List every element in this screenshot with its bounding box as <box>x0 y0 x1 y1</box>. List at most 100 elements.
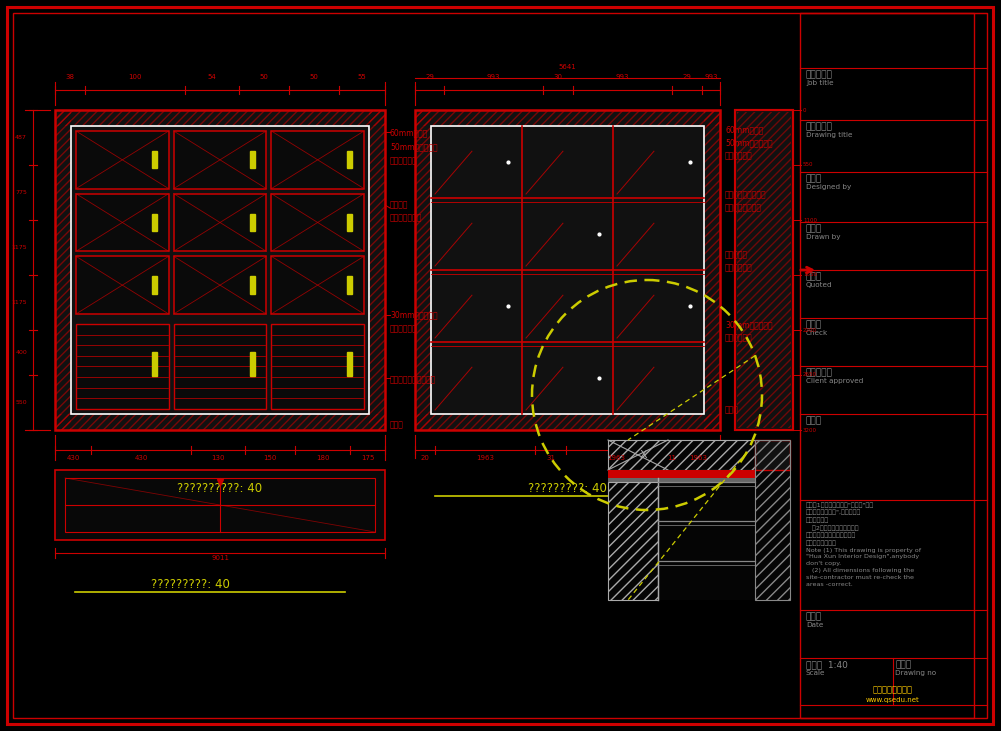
Text: 38: 38 <box>65 74 74 80</box>
Text: 550: 550 <box>803 162 814 167</box>
Text: 超铝水晶帘: 超铝水晶帘 <box>725 250 748 259</box>
Text: 图号：: 图号： <box>895 660 911 669</box>
Text: Designed by: Designed by <box>806 184 851 190</box>
Text: 180: 180 <box>315 455 329 461</box>
Text: 9011: 9011 <box>211 555 229 561</box>
Text: ??????????: 40: ??????????: 40 <box>177 482 262 495</box>
Text: Scale: Scale <box>806 670 826 676</box>
Bar <box>415 110 720 126</box>
Text: 11: 11 <box>667 455 676 461</box>
Text: 29: 29 <box>425 74 434 80</box>
Text: 150: 150 <box>263 455 276 461</box>
Bar <box>347 352 352 376</box>
Bar <box>608 482 658 600</box>
Text: 5641: 5641 <box>559 64 577 70</box>
Bar <box>735 110 793 430</box>
Text: 具体样: 具体样 <box>725 405 739 414</box>
Bar <box>271 324 364 409</box>
Bar <box>152 214 157 231</box>
Text: 具体样: 具体样 <box>390 420 403 429</box>
Bar <box>76 257 168 314</box>
Bar <box>76 324 168 409</box>
Bar <box>173 194 266 251</box>
Bar <box>249 352 254 376</box>
Bar <box>152 352 157 376</box>
Bar <box>173 131 266 189</box>
Bar <box>608 440 790 600</box>
Bar <box>271 257 364 314</box>
Text: 1100: 1100 <box>803 218 817 222</box>
Text: 冲铝板干式填充水晶: 冲铝板干式填充水晶 <box>725 190 767 199</box>
Bar <box>608 440 755 470</box>
Text: 50mm纸面水晶帘: 50mm纸面水晶帘 <box>725 138 773 147</box>
Bar <box>76 194 168 251</box>
Text: 775: 775 <box>15 190 27 195</box>
Text: 报价：: 报价： <box>806 272 822 281</box>
Text: 1175: 1175 <box>11 300 27 305</box>
Bar <box>152 151 157 168</box>
Text: 50: 50 <box>309 74 318 80</box>
Text: 400: 400 <box>15 350 27 355</box>
Text: 20: 20 <box>420 455 429 461</box>
Text: 审核：: 审核： <box>806 320 822 329</box>
Text: 993: 993 <box>616 74 630 80</box>
Text: 55: 55 <box>357 74 366 80</box>
Text: 设计：: 设计： <box>806 174 822 183</box>
Text: X: X <box>640 450 647 460</box>
Text: Client approved: Client approved <box>806 378 864 384</box>
Bar <box>415 110 720 430</box>
Text: 30: 30 <box>554 74 563 80</box>
Text: 430: 430 <box>134 455 148 461</box>
Text: 2650: 2650 <box>803 373 817 377</box>
Bar <box>55 414 385 430</box>
Bar <box>347 276 352 294</box>
Text: Drawing title: Drawing title <box>806 132 853 138</box>
Text: www.qsedu.net: www.qsedu.net <box>866 697 920 703</box>
Text: （业主自选款）: （业主自选款） <box>390 213 422 222</box>
Bar <box>173 324 266 409</box>
Text: 1963: 1963 <box>476 455 494 461</box>
Text: 60mm石膏板: 60mm石膏板 <box>390 128 428 137</box>
Bar <box>71 126 369 414</box>
Text: 铝合框配木色: 铝合框配木色 <box>725 333 753 342</box>
Bar <box>755 440 790 600</box>
Bar <box>704 110 720 430</box>
Text: 绘图：: 绘图： <box>806 224 822 233</box>
Text: 2200: 2200 <box>803 327 817 333</box>
Text: 业主认可：: 业主认可： <box>806 368 833 377</box>
Text: 铝合白乳木色: 铝合白乳木色 <box>725 151 753 160</box>
Text: 993: 993 <box>486 74 500 80</box>
Bar <box>249 214 254 231</box>
Text: 玻璃铝门: 玻璃铝门 <box>390 200 408 209</box>
Text: 30mm合层木面帘: 30mm合层木面帘 <box>390 310 437 319</box>
Bar <box>737 112 791 428</box>
Text: 百叶老门（业主自制）: 百叶老门（业主自制） <box>390 375 436 384</box>
Text: 50mm纸面水晶帘: 50mm纸面水晶帘 <box>390 142 437 151</box>
Bar <box>271 194 364 251</box>
Text: Date: Date <box>806 622 824 628</box>
Text: 50: 50 <box>259 74 268 80</box>
Text: ?????????: 40: ?????????: 40 <box>150 578 229 591</box>
Text: 1963: 1963 <box>607 455 625 461</box>
Text: 注：（1）本图纸由制产"代属于"华荣
晶绣装修有限公司",任何人不得
复制或拷贝，
   （2）所制图纸尺寸供采配
置围为准，施工者须经工地实
测片才能好施工，: 注：（1）本图纸由制产"代属于"华荣 晶绣装修有限公司",任何人不得 复制或拷贝… <box>806 502 921 587</box>
Text: 54: 54 <box>207 74 216 80</box>
Text: 日期：: 日期： <box>806 612 822 621</box>
Text: 铝合框配乳日木色: 铝合框配乳日木色 <box>725 203 762 212</box>
Text: Drawn by: Drawn by <box>806 234 841 240</box>
Bar <box>271 131 364 189</box>
Bar <box>415 414 720 430</box>
Bar <box>735 110 793 430</box>
Text: 31: 31 <box>546 455 555 461</box>
Text: Job title: Job title <box>806 80 834 86</box>
Text: 1650: 1650 <box>803 273 817 278</box>
Text: 备注：: 备注： <box>806 416 822 425</box>
Bar <box>800 13 974 718</box>
Text: 175: 175 <box>360 455 374 461</box>
Text: 铝合配框木色: 铝合配框木色 <box>725 263 753 272</box>
Bar <box>249 151 254 168</box>
Text: 993: 993 <box>705 74 718 80</box>
Bar <box>65 478 375 532</box>
Text: Quoted: Quoted <box>806 282 833 288</box>
Bar <box>608 470 755 478</box>
Text: 0: 0 <box>803 107 807 113</box>
